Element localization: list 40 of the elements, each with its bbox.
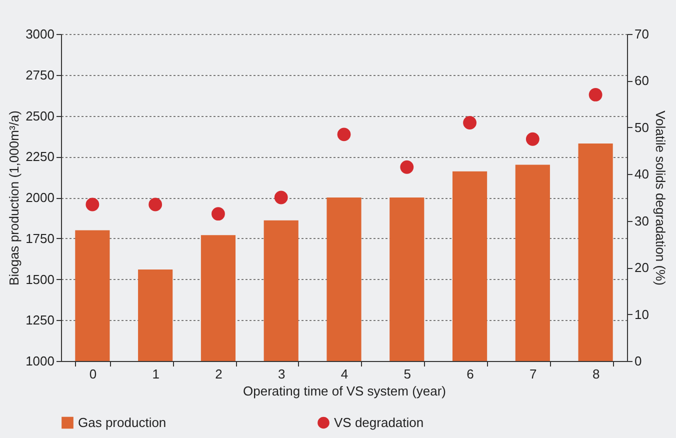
- y2-axis-title: Volatile solids degradation (%): [652, 110, 668, 286]
- x-tick-label: 3: [278, 366, 286, 382]
- y-axis-title: Biogas production (1,000m³/a): [6, 110, 22, 286]
- x-tick-label: 5: [404, 366, 412, 382]
- y-tick-label: 2250: [26, 149, 54, 164]
- y-tick-label: 1750: [26, 230, 54, 246]
- x-tick-label: 6: [466, 366, 474, 382]
- x-tick-label: 4: [340, 366, 348, 382]
- y-tick-label: 1250: [26, 312, 54, 328]
- y2-tick-label: 70: [634, 26, 649, 42]
- y2-tick-label: 10: [634, 306, 649, 322]
- x-tick-label: 8: [592, 366, 600, 382]
- point: [212, 207, 225, 221]
- point: [588, 88, 602, 102]
- point: [274, 190, 288, 204]
- y-tick-label: 1500: [26, 272, 54, 287]
- point: [148, 198, 162, 212]
- point: [526, 132, 540, 146]
- x-tick-label: 2: [215, 366, 222, 382]
- x-tick-label: 0: [89, 366, 97, 382]
- y-tick-label: 2500: [26, 108, 54, 124]
- legend-label: VS degradation: [334, 414, 424, 430]
- legend-label: Gas production: [78, 414, 166, 430]
- y2-tick-label: 20: [634, 260, 649, 276]
- x-tick-label: 1: [152, 366, 160, 382]
- point: [463, 116, 476, 130]
- x-axis-title: Operating time of VS system (year): [242, 384, 446, 398]
- y-tick-label: 3000: [26, 26, 54, 42]
- y2-tick-label: 50: [634, 120, 649, 135]
- y-tick-label: 2000: [26, 190, 54, 205]
- y2-tick-label: 40: [634, 166, 649, 182]
- y2-tick-label: 60: [634, 73, 649, 88]
- y2-tick-label: 30: [634, 213, 649, 228]
- y2-tick-label: 0: [634, 354, 642, 368]
- point: [86, 198, 100, 212]
- y-tick-label: 2750: [26, 67, 54, 82]
- x-tick-label: 7: [530, 366, 537, 382]
- point: [400, 160, 414, 174]
- point: [337, 128, 351, 142]
- y-tick-label: 1000: [26, 354, 54, 368]
